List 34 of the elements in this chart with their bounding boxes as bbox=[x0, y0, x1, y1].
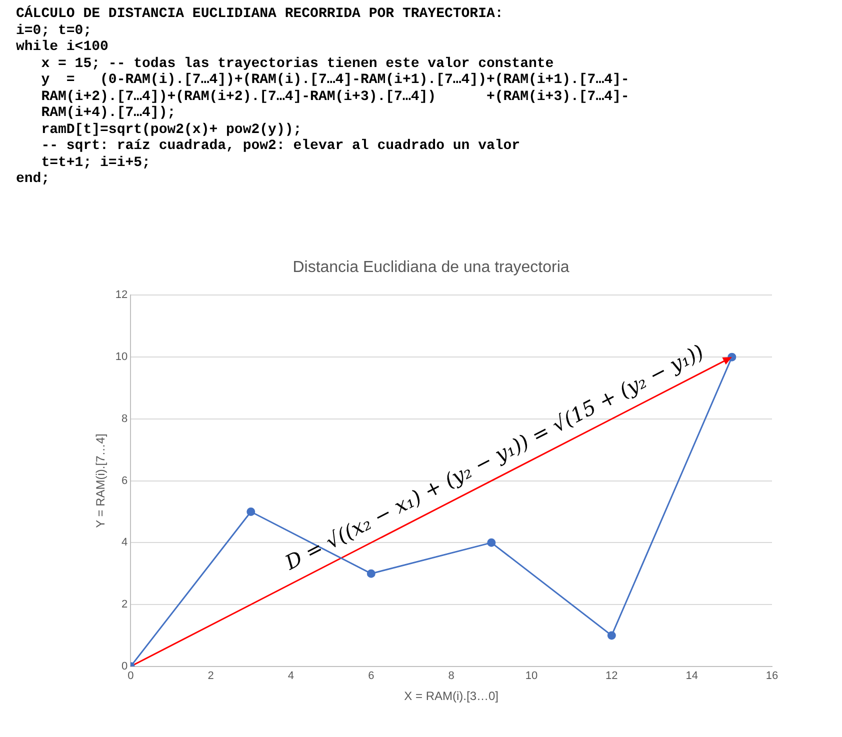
text: y = (0-RAM(i).[7…4])+(RAM(i).[7…4]-RAM(i+1).[7…4])+(RAM(i+1).[7…4]- bbox=[40, 72, 630, 88]
x-tick-label: 14 bbox=[686, 670, 698, 682]
x-tick-label: 12 bbox=[606, 670, 618, 682]
text: end; bbox=[16, 171, 51, 188]
text: -- sqrt: raíz cuadrada, pow2: elevar al cuadrado un valor bbox=[40, 138, 522, 154]
text: i=0; t=0; bbox=[16, 22, 93, 39]
y-tick-label: 2 bbox=[122, 598, 128, 611]
text: x = 15; -- todas las trayectorias tienen este valor constante bbox=[40, 56, 555, 72]
y-tick-label: 8 bbox=[122, 412, 128, 425]
x-tick-label: 16 bbox=[766, 670, 778, 682]
x-tick-label: 4 bbox=[288, 670, 294, 682]
point bbox=[487, 538, 496, 547]
point bbox=[607, 631, 616, 640]
y-axis-title: Y = RAM(i).[7…4] bbox=[94, 434, 108, 528]
x-tick-label: 10 bbox=[525, 670, 538, 682]
x-axis-title: X = RAM(i).[3…0] bbox=[404, 689, 498, 704]
y-tick-label: 4 bbox=[122, 536, 128, 549]
text: t=t+1; i=i+5; bbox=[40, 154, 152, 171]
annotation: D = √((x₂ − x₁) + (y₂ − y₁)) = √(15 + (y₂ − y₁)) bbox=[280, 339, 708, 575]
y-tick-label: 10 bbox=[115, 351, 128, 364]
x-tick-label: 8 bbox=[448, 670, 454, 682]
x-tick-label: 2 bbox=[208, 670, 214, 682]
text: while i<100 bbox=[16, 39, 110, 56]
x-tick-label: 6 bbox=[368, 670, 374, 682]
point bbox=[366, 569, 376, 578]
text: RAM(i+4).[7…4]); bbox=[40, 105, 177, 122]
y-tick-label: 6 bbox=[122, 474, 128, 487]
point bbox=[246, 507, 256, 516]
y-tick-label: 0 bbox=[122, 660, 128, 672]
text: RAM(i+2).[7…4])+(RAM(i+2).[7…4]-RAM(i+3).[7…4]) +(RAM(i+3).[7…4]- bbox=[40, 88, 630, 105]
chart-title: Distancia Euclidiana de una trayectoria bbox=[292, 259, 570, 276]
y-tick-label: 12 bbox=[115, 289, 128, 302]
text: ramD[t]=sqrt(pow2(x)+ pow2(y)); bbox=[40, 122, 303, 138]
text: CÁLCULO DE DISTANCIA EUCLIDIANA RECORRIDA POR TRAYECTORIA: bbox=[16, 6, 504, 22]
